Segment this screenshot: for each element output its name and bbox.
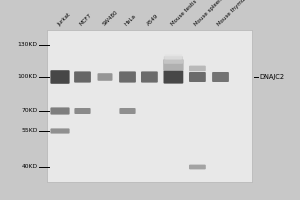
FancyBboxPatch shape <box>189 72 206 82</box>
FancyBboxPatch shape <box>164 70 183 84</box>
FancyBboxPatch shape <box>163 59 184 71</box>
FancyBboxPatch shape <box>74 71 91 83</box>
FancyBboxPatch shape <box>165 54 182 60</box>
Text: HeLa: HeLa <box>124 14 137 27</box>
Text: 70KD: 70KD <box>21 108 38 114</box>
FancyBboxPatch shape <box>74 108 91 114</box>
FancyBboxPatch shape <box>119 108 136 114</box>
Text: Jurkat: Jurkat <box>56 12 71 27</box>
FancyBboxPatch shape <box>189 165 206 169</box>
Text: Mouse thymus: Mouse thymus <box>217 0 249 27</box>
FancyBboxPatch shape <box>141 71 158 83</box>
FancyBboxPatch shape <box>119 71 136 83</box>
FancyBboxPatch shape <box>98 73 112 81</box>
FancyBboxPatch shape <box>212 72 229 82</box>
FancyBboxPatch shape <box>189 66 206 71</box>
Text: SW480: SW480 <box>101 10 119 27</box>
FancyBboxPatch shape <box>50 107 70 115</box>
Text: MCF7: MCF7 <box>79 13 93 27</box>
FancyBboxPatch shape <box>50 128 70 134</box>
FancyBboxPatch shape <box>50 70 70 84</box>
Text: 40KD: 40KD <box>21 164 38 170</box>
Text: Mouse testis: Mouse testis <box>170 0 198 27</box>
Text: A549: A549 <box>146 13 160 27</box>
FancyBboxPatch shape <box>164 56 183 64</box>
Text: Mouse spleen: Mouse spleen <box>194 0 224 27</box>
Text: 130KD: 130KD <box>17 43 38 47</box>
Text: 100KD: 100KD <box>17 74 38 79</box>
Bar <box>46 30 252 182</box>
Text: DNAJC2: DNAJC2 <box>259 74 284 80</box>
Text: 55KD: 55KD <box>21 129 38 134</box>
